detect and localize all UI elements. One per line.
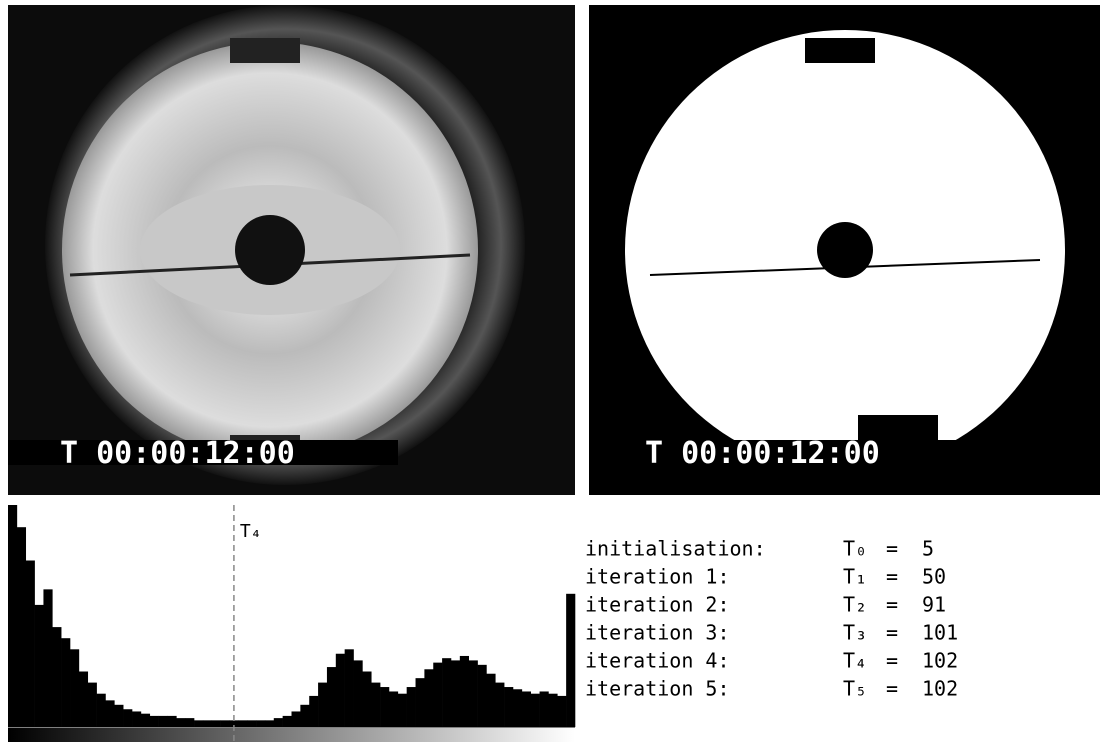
gray-ramp: [8, 728, 575, 742]
histogram-bar: [292, 711, 301, 727]
histogram-bar: [70, 649, 79, 727]
iteration-list: initialisation: T₀ = 5 iteration 1: T₁ = 50 iter…: [585, 537, 958, 701]
histogram-bar: [265, 720, 274, 727]
threshold-value: 101: [922, 621, 958, 645]
threshold-symbol: T₁: [843, 565, 867, 589]
histogram-bar: [52, 627, 61, 727]
histogram-bar: [407, 687, 416, 727]
histogram-bar: [380, 687, 389, 727]
histogram-bar: [141, 714, 150, 727]
iteration-label: iteration 2:: [585, 593, 730, 617]
threshold-symbol: T₂: [843, 593, 867, 617]
iteration-label: iteration 3:: [585, 621, 730, 645]
figure: T 00:00:12:00 T 00:00:12:00 T₄ initialis…: [0, 0, 1109, 742]
histogram-bar: [354, 660, 363, 727]
histogram-bar: [17, 527, 26, 727]
histogram-bar: [478, 665, 487, 727]
histogram-bar: [371, 683, 380, 727]
histogram-bar: [256, 720, 265, 727]
histogram-bar: [557, 696, 566, 727]
histogram-bar: [504, 687, 513, 727]
threshold-value: 50: [922, 565, 946, 589]
histogram-bar: [150, 716, 159, 727]
histogram-bar: [247, 720, 256, 727]
histogram-bar: [26, 561, 35, 728]
histogram-bar: [362, 672, 371, 728]
iteration-label: iteration 1:: [585, 565, 730, 589]
histogram-bar: [566, 594, 575, 727]
histogram-bar: [433, 663, 442, 727]
equals-sign: =: [886, 677, 898, 701]
histogram-bar: [309, 696, 318, 727]
histogram-bar: [318, 683, 327, 727]
timestamp: T 00:00:12:00: [60, 436, 295, 471]
threshold-value: 102: [922, 649, 958, 673]
histogram-bar: [495, 683, 504, 727]
histogram-bar: [540, 691, 549, 727]
threshold-image: T 00:00:12:00: [589, 5, 1100, 495]
histogram-bar: [79, 672, 88, 728]
histogram-bar: [185, 718, 194, 727]
histogram-bar: [442, 658, 451, 727]
threshold-value: 102: [922, 677, 958, 701]
histogram-bar: [123, 709, 132, 727]
iteration-label: initialisation:: [585, 537, 766, 561]
histogram-bar: [159, 716, 168, 727]
threshold-symbol: T₅: [843, 677, 867, 701]
histogram-bar: [132, 711, 141, 727]
histogram-bar: [300, 705, 309, 727]
histogram-bar: [105, 700, 114, 727]
histogram-bar: [35, 605, 44, 727]
threshold-symbol: T₀: [843, 537, 867, 561]
histogram: [8, 505, 575, 727]
histogram-bar: [61, 638, 70, 727]
equals-sign: =: [886, 593, 898, 617]
histogram-bar: [548, 694, 557, 727]
equals-sign: =: [886, 537, 898, 561]
histogram-bar: [451, 660, 460, 727]
histogram-bar: [424, 669, 433, 727]
histogram-bar: [167, 716, 176, 727]
timestamp: T 00:00:12:00: [645, 436, 880, 471]
histogram-bar: [274, 718, 283, 727]
histogram-bar: [221, 720, 230, 727]
histogram-bar: [531, 694, 540, 727]
camera-image: T 00:00:12:00: [8, 5, 575, 495]
histogram-bar: [513, 689, 522, 727]
threshold-label: T₄: [240, 521, 262, 542]
histogram-bar: [327, 667, 336, 727]
histogram-bar: [416, 678, 425, 727]
histogram-bar: [203, 720, 212, 727]
histogram-bar: [486, 674, 495, 727]
equals-sign: =: [886, 621, 898, 645]
histogram-bar: [88, 683, 97, 727]
histogram-bar: [194, 720, 203, 727]
histogram-bar: [212, 720, 221, 727]
iteration-label: iteration 4:: [585, 649, 730, 673]
threshold-value: 5: [922, 537, 934, 561]
histogram-bar: [398, 694, 407, 727]
equals-sign: =: [886, 649, 898, 673]
histogram-bar: [522, 691, 531, 727]
equals-sign: =: [886, 565, 898, 589]
threshold-symbol: T₄: [843, 649, 867, 673]
histogram-bar: [469, 660, 478, 727]
histogram-bar: [460, 656, 469, 727]
histogram-bar: [114, 705, 123, 727]
histogram-bar: [283, 716, 292, 727]
iteration-label: iteration 5:: [585, 677, 730, 701]
histogram-bar: [389, 691, 398, 727]
histogram-bar: [176, 718, 185, 727]
histogram-bar: [345, 649, 354, 727]
histogram-bar: [238, 720, 247, 727]
histogram-bar: [43, 589, 52, 727]
histogram-bar: [336, 654, 345, 727]
histogram-bar: [8, 505, 17, 727]
threshold-value: 91: [922, 593, 946, 617]
histogram-bar: [97, 694, 106, 727]
threshold-symbol: T₃: [843, 621, 867, 645]
